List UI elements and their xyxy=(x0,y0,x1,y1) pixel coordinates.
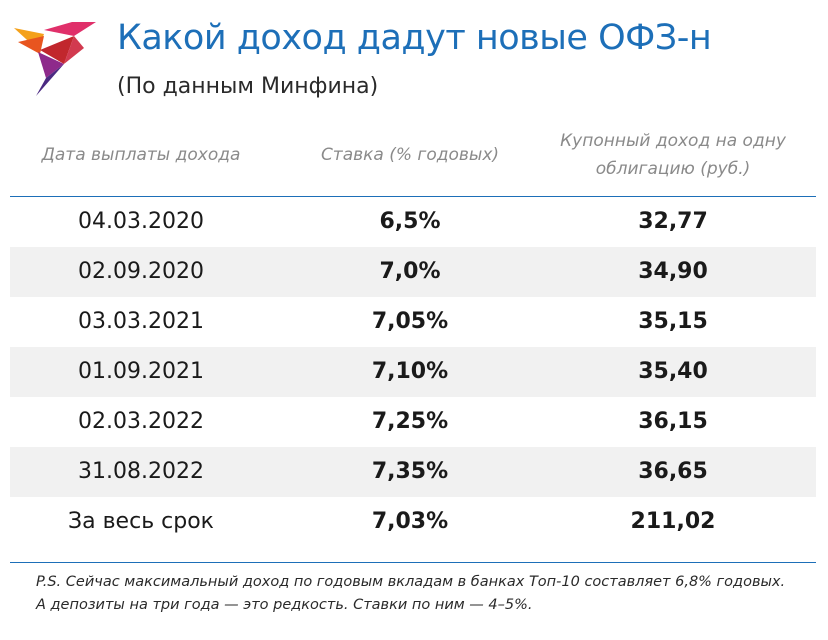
bird-logo-icon xyxy=(14,22,96,96)
column-header-coupon-line1: Купонный доход на одну xyxy=(560,131,786,151)
cell-coupon: 35,15 xyxy=(638,309,708,334)
column-header-date: Дата выплаты дохода xyxy=(41,145,241,165)
cell-rate: 7,0% xyxy=(379,259,441,284)
cell-date: 03.03.2021 xyxy=(78,309,204,334)
table-row: 04.03.2020 6,5% 32,77 xyxy=(10,197,816,247)
footnote: P.S. Сейчас максимальный доход по годовы… xyxy=(36,571,816,617)
cell-rate: 7,03% xyxy=(371,509,449,534)
column-header-coupon: Купонный доход на одну облигацию (руб.) xyxy=(530,127,816,183)
footnote-divider xyxy=(10,562,816,563)
table-row: 31.08.2022 7,35% 36,65 xyxy=(10,447,816,497)
cell-coupon: 36,65 xyxy=(638,459,708,484)
column-header-rate: Ставка (% годовых) xyxy=(320,145,500,165)
cell-date: 02.03.2022 xyxy=(78,409,204,434)
cell-rate: 7,05% xyxy=(371,309,449,334)
cell-rate: 7,25% xyxy=(371,409,449,434)
cell-coupon: 32,77 xyxy=(638,209,708,234)
cell-coupon: 211,02 xyxy=(630,509,716,534)
page-subtitle: (По данным Минфина) xyxy=(117,74,379,99)
cell-date: За весь срок xyxy=(68,509,214,534)
table-row-total: За весь срок 7,03% 211,02 xyxy=(10,497,816,547)
cell-date: 04.03.2020 xyxy=(78,209,204,234)
table-row: 01.09.2021 7,10% 35,40 xyxy=(10,347,816,397)
cell-rate: 7,35% xyxy=(371,459,449,484)
footnote-line-2: А депозиты на три года — это редкость. С… xyxy=(36,597,533,613)
coupon-table: Дата выплаты дохода Ставка (% годовых) К… xyxy=(10,118,816,547)
table-header: Дата выплаты дохода Ставка (% годовых) К… xyxy=(10,118,816,197)
cell-date: 31.08.2022 xyxy=(78,459,204,484)
cell-date: 01.09.2021 xyxy=(78,359,204,384)
table-row: 02.03.2022 7,25% 36,15 xyxy=(10,397,816,447)
table-row: 02.09.2020 7,0% 34,90 xyxy=(10,247,816,297)
cell-date: 02.09.2020 xyxy=(78,259,204,284)
column-header-coupon-line2: облигацию (руб.) xyxy=(595,159,751,179)
cell-rate: 7,10% xyxy=(371,359,449,384)
table-row: 03.03.2021 7,05% 35,15 xyxy=(10,297,816,347)
cell-coupon: 34,90 xyxy=(638,259,708,284)
cell-coupon: 36,15 xyxy=(638,409,708,434)
cell-rate: 6,5% xyxy=(379,209,441,234)
cell-coupon: 35,40 xyxy=(638,359,708,384)
page-title: Какой доход дадут новые ОФЗ-н xyxy=(117,18,712,58)
footnote-line-1: P.S. Сейчас максимальный доход по годовы… xyxy=(36,574,786,590)
